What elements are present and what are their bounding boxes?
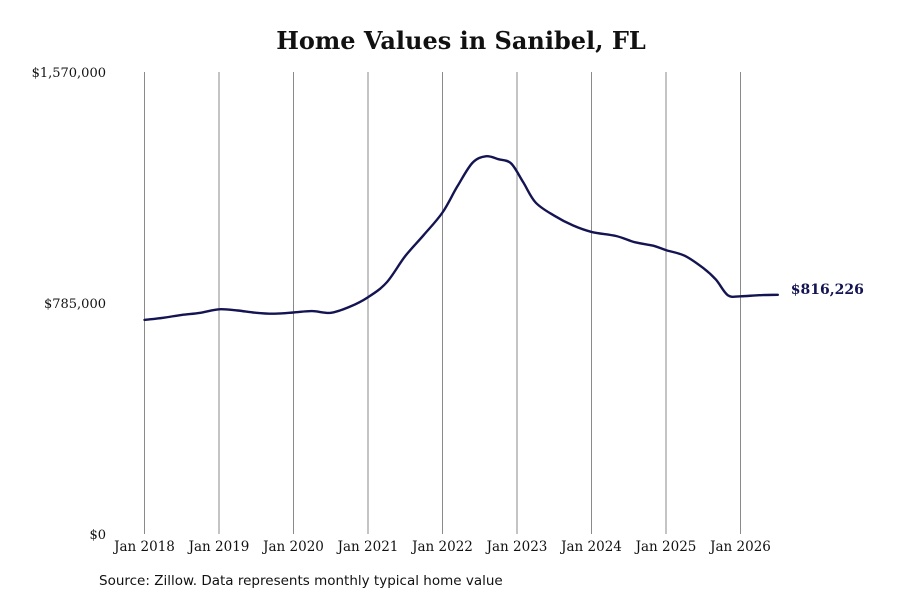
y-tick-label: $0 xyxy=(89,528,106,543)
x-tick-label: Jan 2022 xyxy=(410,539,473,555)
x-tick-label: Jan 2020 xyxy=(261,539,324,555)
series-layer xyxy=(143,154,779,322)
end-value-label: $816,226 xyxy=(791,282,864,298)
x-tick-label: Jan 2023 xyxy=(485,539,548,555)
x-tick-label: Jan 2024 xyxy=(559,539,622,555)
x-tick-label: Jan 2021 xyxy=(336,539,399,555)
source-note: Source: Zillow. Data represents monthly … xyxy=(99,573,503,589)
chart-title: Home Values in Sanibel, FL xyxy=(276,26,646,55)
y-axis-ticks: $0 $785,000 $1,570,000 xyxy=(32,66,106,543)
end-label-layer: $816,226 xyxy=(791,282,864,298)
x-tick-label: Jan 2026 xyxy=(708,539,771,555)
x-axis-ticks: Jan 2018 Jan 2019 Jan 2020 Jan 2021 Jan 2022… xyxy=(112,539,771,555)
vertical-gridlines xyxy=(144,72,741,534)
series-line-0 xyxy=(143,154,779,322)
y-tick-label: $785,000 xyxy=(44,297,106,312)
y-tick-label: $1,570,000 xyxy=(32,66,106,81)
x-tick-label: Jan 2025 xyxy=(634,539,697,555)
x-tick-label: Jan 2018 xyxy=(112,539,175,555)
x-tick-label: Jan 2019 xyxy=(187,539,250,555)
